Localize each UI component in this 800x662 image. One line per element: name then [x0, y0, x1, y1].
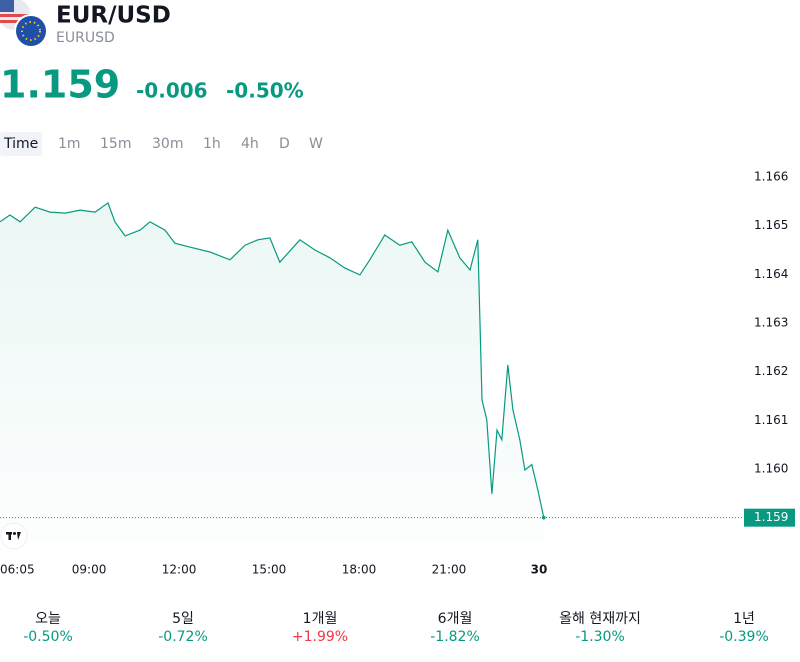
performance-value: -1.82%: [430, 629, 480, 645]
x-tick-label: 12:00: [162, 563, 197, 577]
x-tick-label: 09:00: [72, 563, 107, 577]
interval-tab[interactable]: 30m: [152, 136, 183, 152]
interval-tab[interactable]: 1h: [203, 136, 221, 152]
x-tick-label: 15:00: [252, 563, 287, 577]
y-tick-label: 1.163: [754, 316, 788, 330]
change-pct: -0.50%: [226, 79, 304, 103]
performance-value: -0.72%: [158, 629, 208, 645]
interval-tab[interactable]: W: [309, 136, 323, 152]
x-tick-label: 18:00: [342, 563, 377, 577]
y-tick-label: 1.164: [754, 267, 788, 281]
performance-item[interactable]: 5일 -0.72%: [158, 611, 208, 645]
performance-item[interactable]: 1개월 +1.99%: [292, 611, 348, 645]
performance-label: 1개월: [303, 611, 338, 627]
flag-icons: [0, 0, 48, 48]
performance-item[interactable]: 6개월 -1.82%: [430, 611, 480, 645]
ticker: EURUSD: [56, 30, 115, 46]
symbol-title: EUR/USD: [56, 3, 171, 29]
interval-tab[interactable]: 15m: [100, 136, 131, 152]
performance-item[interactable]: 오늘 -0.50%: [23, 611, 73, 645]
performance-label: 6개월: [438, 611, 473, 627]
price-tag: [744, 508, 795, 527]
performance-value: -0.39%: [719, 629, 769, 645]
price-tag-label: 1.159: [754, 510, 788, 524]
interval-tab[interactable]: 1m: [58, 136, 81, 152]
tab-selected-bg: [0, 132, 42, 156]
performance-label: 1년: [733, 611, 755, 627]
logo: [0, 522, 28, 550]
interval-tab[interactable]: Time: [3, 136, 38, 152]
performance-item[interactable]: 1년 -0.39%: [719, 611, 769, 645]
y-tick-label: 1.161: [754, 413, 788, 427]
performance-value: -0.50%: [23, 629, 73, 645]
performance-label: 오늘: [35, 611, 61, 627]
y-tick-label: 1.160: [754, 462, 788, 476]
x-tick-label: 21:00: [432, 563, 467, 577]
x-tick-label: 06:05: [0, 563, 35, 577]
y-tick-label: 1.162: [754, 364, 788, 378]
interval-tab[interactable]: D: [279, 136, 290, 152]
performance-item[interactable]: 올해 현재까지 -1.30%: [559, 611, 641, 645]
area: [0, 202, 544, 542]
interval-tab[interactable]: 4h: [241, 136, 259, 152]
y-tick-label: 1.166: [754, 170, 788, 184]
x-tick-label: 30: [531, 563, 548, 577]
last-point: [541, 515, 546, 520]
price: 1.159: [0, 63, 120, 107]
change: -0.006: [136, 79, 208, 103]
performance-value: +1.99%: [292, 629, 348, 645]
y-tick-label: 1.165: [754, 218, 788, 232]
performance-label: 5일: [172, 611, 194, 627]
performance-label: 올해 현재까지: [559, 611, 641, 627]
performance-value: -1.30%: [575, 629, 625, 645]
line: [0, 201, 545, 518]
